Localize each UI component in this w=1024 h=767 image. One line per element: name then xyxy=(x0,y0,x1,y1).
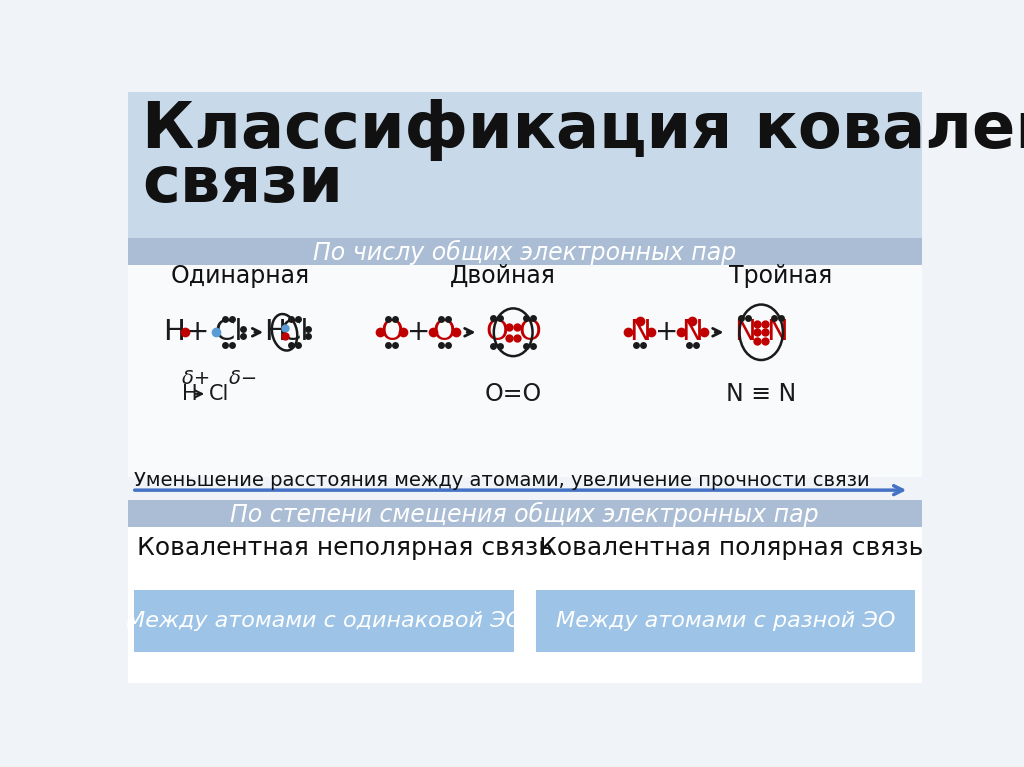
Text: N: N xyxy=(734,318,756,346)
Text: O: O xyxy=(380,318,402,346)
FancyBboxPatch shape xyxy=(536,591,915,652)
Text: δ+   δ−: δ+ δ− xyxy=(182,369,257,388)
Text: Классификация ковалентной: Классификация ковалентной xyxy=(142,99,1024,161)
Text: N ≡ N: N ≡ N xyxy=(726,382,797,406)
Text: +: + xyxy=(407,318,430,346)
Text: H: H xyxy=(264,318,286,346)
Text: Cl: Cl xyxy=(281,318,309,346)
Bar xyxy=(128,92,922,239)
Bar xyxy=(128,265,922,477)
Text: +: + xyxy=(655,318,678,346)
Bar xyxy=(128,477,922,500)
Text: O: O xyxy=(433,318,456,346)
Text: Ковалентная неполярная связь: Ковалентная неполярная связь xyxy=(137,536,553,560)
Text: O: O xyxy=(485,318,508,346)
Text: +: + xyxy=(186,318,210,346)
Bar xyxy=(128,527,922,585)
Text: N: N xyxy=(767,318,788,346)
Text: Между атомами с одинаковой ЭО: Между атомами с одинаковой ЭО xyxy=(126,611,522,631)
Bar xyxy=(128,239,922,265)
Text: Между атомами с разной ЭО: Между атомами с разной ЭО xyxy=(556,611,895,631)
Text: Ковалентная полярная связь: Ковалентная полярная связь xyxy=(539,536,923,560)
Text: H: H xyxy=(182,384,198,404)
Text: O: O xyxy=(518,318,541,346)
Bar xyxy=(128,500,922,527)
Text: Cl: Cl xyxy=(214,318,243,346)
Text: Cl: Cl xyxy=(209,384,229,404)
Text: Тройная: Тройная xyxy=(729,264,831,288)
Text: связи: связи xyxy=(142,153,343,215)
Bar xyxy=(128,585,922,683)
Text: N: N xyxy=(629,318,650,346)
Text: По степени смещения общих электронных пар: По степени смещения общих электронных па… xyxy=(230,502,819,527)
Text: Двойная: Двойная xyxy=(450,264,555,288)
Text: По числу общих электронных пар: По числу общих электронных пар xyxy=(313,239,736,265)
Text: Уменьшение расстояния между атомами, увеличение прочности связи: Уменьшение расстояния между атомами, уве… xyxy=(134,472,869,490)
Text: O=O: O=O xyxy=(484,382,542,406)
FancyBboxPatch shape xyxy=(134,591,514,652)
Text: N: N xyxy=(681,318,703,346)
Text: Одинарная: Одинарная xyxy=(171,264,309,288)
Text: H: H xyxy=(164,318,185,346)
